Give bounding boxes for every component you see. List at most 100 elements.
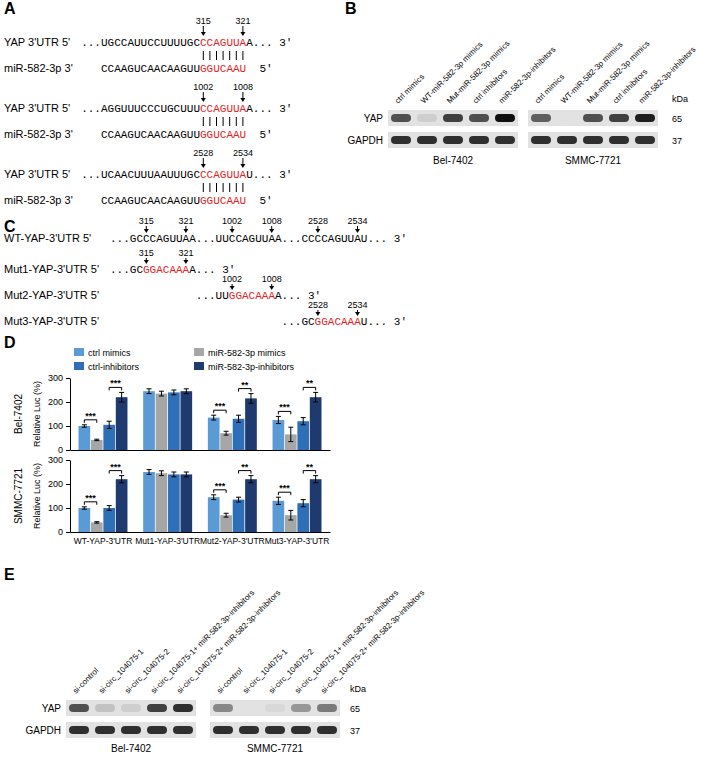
sequence: CCAGUUA xyxy=(315,233,362,245)
arrow-shaft xyxy=(203,92,204,99)
bar xyxy=(297,503,309,532)
bar xyxy=(91,522,103,532)
position-number: 1002 xyxy=(193,82,213,92)
base-pair xyxy=(236,51,237,60)
y-axis-line xyxy=(70,379,71,451)
base-pair xyxy=(242,117,243,126)
protein-label: GAPDH xyxy=(25,725,61,736)
y-tick: 100 xyxy=(48,503,70,513)
chart-title: Bel-7402 xyxy=(13,394,24,434)
error-bar xyxy=(276,416,281,423)
plot-area xyxy=(79,389,322,450)
significance-label: *** xyxy=(85,411,96,421)
lane-label: si-circ_104075-2+ miR-582-3p-inhibitors xyxy=(175,588,282,695)
panel-a: A315321YAP 3'UTR 5'...UGCCAUUCCUUUUGCCCA… xyxy=(4,0,292,207)
sequence: CCAGUUA xyxy=(143,233,190,245)
position-number: 1002 xyxy=(222,274,242,284)
band xyxy=(121,726,141,734)
band xyxy=(239,726,259,734)
panel-letter: D xyxy=(4,334,16,351)
position-number: 315 xyxy=(196,16,211,26)
sequence: ...GC xyxy=(282,316,315,328)
error-bar xyxy=(313,392,318,402)
y-tick: 0 xyxy=(58,527,70,537)
x-axis xyxy=(71,450,331,451)
base-pair xyxy=(223,51,224,60)
binding-site: CCAGUUA xyxy=(200,169,247,181)
x-tick: WT-YAP-3'UTR xyxy=(74,536,133,546)
position-number: 321 xyxy=(235,16,250,26)
blot-strip xyxy=(388,132,518,148)
significance-label: *** xyxy=(110,378,121,388)
blot-strip xyxy=(388,110,518,126)
kda-label: 65 xyxy=(672,114,682,124)
panel-letter: E xyxy=(4,566,15,583)
band xyxy=(69,704,89,712)
position-number: 1002 xyxy=(222,216,242,226)
y-tick-mark xyxy=(66,484,70,485)
sequence-label: miR-582-3p 3' xyxy=(4,128,73,140)
error-bar xyxy=(107,421,112,428)
y-axis: 0100200300 xyxy=(48,373,71,455)
bar xyxy=(103,425,115,450)
band xyxy=(239,704,259,712)
sequence: A...CC xyxy=(275,233,315,245)
band xyxy=(173,704,193,712)
significance-label: *** xyxy=(110,462,121,472)
band xyxy=(583,136,603,144)
error-bar xyxy=(147,470,152,475)
position-number: 1008 xyxy=(233,82,253,92)
binding-site: CCAGUUA xyxy=(200,103,247,115)
sequence: ...UU xyxy=(196,290,229,302)
y-tick-mark xyxy=(66,402,70,403)
lane-label: si-circ_104075-2 xyxy=(123,647,172,696)
error-bar xyxy=(236,497,241,502)
bar xyxy=(273,501,285,532)
band xyxy=(469,136,489,144)
bar xyxy=(180,474,192,532)
significance-label: *** xyxy=(215,401,226,411)
band xyxy=(417,114,437,122)
error-bar xyxy=(184,472,189,477)
y-tick-label: 0 xyxy=(58,445,63,455)
band xyxy=(609,136,629,144)
sequence: A... 3' xyxy=(246,37,292,49)
y-tick: 300 xyxy=(48,373,70,383)
band xyxy=(317,726,337,734)
band xyxy=(635,136,655,144)
band xyxy=(173,726,193,734)
significance-label: *** xyxy=(85,493,96,503)
significance-label: ** xyxy=(306,462,314,472)
sequence: CCAAGUCAACAAGUU xyxy=(101,129,200,141)
error-bar xyxy=(82,425,87,427)
band xyxy=(609,114,629,122)
bar xyxy=(116,479,128,532)
legend-swatch xyxy=(194,362,204,370)
legend-label: ctrl-inhibitors xyxy=(88,362,140,372)
bar xyxy=(103,508,115,532)
blot-strip xyxy=(528,132,658,148)
band xyxy=(583,114,603,122)
bar xyxy=(297,421,309,450)
band xyxy=(95,704,115,712)
significance-label: *** xyxy=(215,481,226,491)
protein-label: GAPDH xyxy=(347,135,383,146)
panel-letter: A xyxy=(4,0,16,17)
lane-label: si-circ_104075-1 xyxy=(241,647,290,696)
error-bar xyxy=(288,427,293,441)
base-pair xyxy=(229,51,230,60)
kda-label: 37 xyxy=(350,726,360,736)
cell-line: Bel-7402 xyxy=(111,743,151,754)
arrow-shaft xyxy=(242,92,243,99)
x-axis: WT-YAP-3'UTRMut1-YAP-3'UTRMut2-YAP-3'UTR… xyxy=(71,533,331,547)
error-bar xyxy=(171,472,176,477)
sequence: ...UGCCAUUCCUUUUGC xyxy=(81,37,200,49)
legend-swatch xyxy=(74,348,84,356)
western-blot: Bctrl mimicsWT-miR-582-3p mimicsMut-miR-… xyxy=(345,0,697,166)
band xyxy=(317,704,337,712)
error-bar xyxy=(171,390,176,395)
binding-site: GGUCAAU xyxy=(200,195,246,207)
error-bar xyxy=(94,439,99,440)
position-number: 1008 xyxy=(262,216,282,226)
error-bar xyxy=(301,418,306,425)
